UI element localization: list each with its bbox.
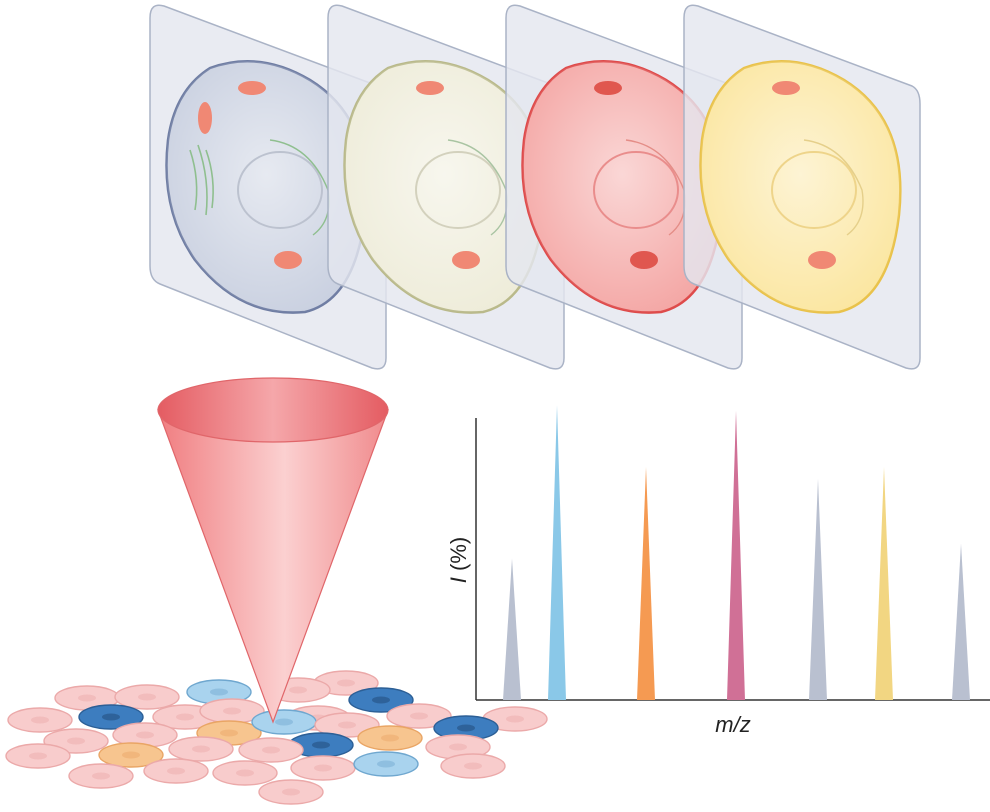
cell — [348, 687, 414, 713]
mitochondrion — [630, 251, 658, 269]
imaging-panels — [149, 4, 921, 370]
mitochondrion — [772, 81, 800, 95]
mitochondrion — [274, 251, 302, 269]
cell — [386, 703, 452, 729]
panel-3 — [505, 4, 743, 370]
nucleus — [593, 151, 679, 229]
golgi — [189, 144, 214, 216]
mitochondrion — [452, 251, 480, 269]
spectrum-peak — [809, 478, 827, 700]
mitochondrion — [594, 81, 622, 95]
nucleus — [771, 151, 857, 229]
cell — [251, 709, 317, 735]
cell — [258, 779, 324, 805]
panel-2 — [327, 4, 565, 370]
cell-section — [343, 60, 546, 314]
cell — [290, 755, 356, 781]
spectrum-peak — [637, 466, 655, 700]
cell — [114, 684, 180, 710]
cell — [353, 751, 419, 777]
cell — [212, 760, 278, 786]
panel-1 — [149, 4, 387, 370]
cell — [78, 704, 144, 730]
sampling-cone — [157, 377, 389, 724]
cell-section — [521, 60, 724, 314]
cell — [357, 725, 423, 751]
cell — [143, 758, 209, 784]
mitochondrion — [808, 251, 836, 269]
spectrum-peak — [952, 543, 970, 700]
mass-spectrum: I (%) m/z — [446, 405, 990, 737]
x-axis-label: m/z — [715, 712, 750, 737]
spectrum-peak — [548, 405, 566, 700]
mitochondrion — [238, 81, 266, 95]
cell — [440, 753, 506, 779]
nucleus — [415, 151, 501, 229]
y-axis-label: I (%) — [446, 537, 471, 583]
cell — [482, 706, 548, 732]
cell — [425, 734, 491, 760]
cell — [5, 743, 71, 769]
peaks — [503, 405, 970, 700]
cone-opening — [157, 377, 389, 443]
mitochondrion — [416, 81, 444, 95]
spectrum-peak — [875, 466, 893, 700]
cell — [98, 742, 164, 768]
nucleus — [237, 151, 323, 229]
cell-section — [165, 60, 368, 314]
cell — [168, 736, 234, 762]
cell-section — [699, 60, 902, 314]
cell — [68, 763, 134, 789]
cell — [7, 707, 73, 733]
panel-4 — [683, 4, 921, 370]
mitochondrion — [198, 102, 212, 134]
cell — [238, 737, 304, 763]
spectrum-peak — [727, 410, 745, 700]
cell — [112, 722, 178, 748]
er — [803, 139, 864, 236]
spectrum-peak — [503, 558, 521, 700]
cell — [186, 679, 252, 705]
